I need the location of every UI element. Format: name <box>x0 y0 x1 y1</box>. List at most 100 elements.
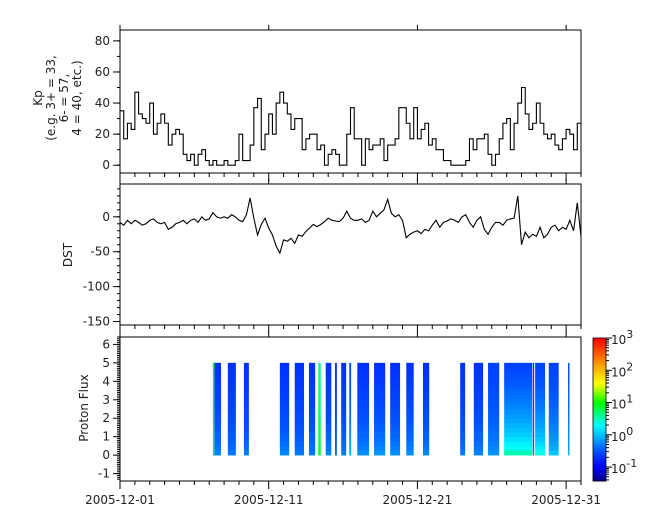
flux-cell <box>390 445 401 451</box>
flux-cell <box>548 422 559 428</box>
flux-cell <box>279 385 290 391</box>
flux-cell <box>504 409 533 414</box>
colorbar-segment <box>593 347 606 351</box>
flux-cell <box>294 418 305 424</box>
colorbar-segment <box>593 373 606 377</box>
flux-cell <box>548 399 559 405</box>
colorbar-tick-label: 103 <box>611 328 633 347</box>
flux-cell <box>325 390 332 396</box>
flux-cell <box>357 381 370 387</box>
flux-column <box>357 362 370 456</box>
flux-cell <box>390 404 401 410</box>
flux-cell <box>349 413 352 419</box>
flux-cell <box>243 427 249 433</box>
flux-cell <box>488 376 500 382</box>
flux-cell <box>243 436 249 442</box>
colorbar-segment <box>593 453 606 456</box>
flux-cell <box>212 399 221 405</box>
flux-cell <box>212 445 221 451</box>
flux-cell <box>504 372 533 377</box>
flux-cell <box>325 395 332 401</box>
kp-axis-label-line: 6- = 57, <box>57 74 71 123</box>
colorbar-segment <box>593 473 606 476</box>
flux-cell <box>567 413 570 419</box>
colorbar-tick-exponent: 3 <box>626 328 633 341</box>
flux-cell <box>473 418 484 424</box>
colorbar-tick-label: 10-1 <box>611 457 637 476</box>
flux-cell <box>349 450 352 456</box>
colorbar-segment <box>593 399 606 402</box>
flux-cell <box>294 413 305 419</box>
flux-column <box>504 362 533 456</box>
flux-cell <box>357 367 370 373</box>
flux-cell <box>535 385 546 391</box>
y-tick-label: 1 <box>102 430 110 444</box>
flux-cell <box>532 399 535 405</box>
flux-cell <box>504 450 533 456</box>
flux-cell <box>532 450 535 456</box>
flux-cell <box>390 422 401 428</box>
flux-cell <box>504 441 533 447</box>
flux-cell <box>406 436 414 442</box>
flux-cell <box>308 385 316 391</box>
flux-cell <box>335 404 337 410</box>
flux-cell <box>279 418 290 424</box>
flux-cell <box>548 445 559 451</box>
flux-cell <box>227 422 236 428</box>
flux-cell <box>422 399 430 405</box>
flux-cell <box>341 409 347 414</box>
flux-cell <box>473 395 484 401</box>
flux-cell <box>243 432 249 437</box>
flux-cell <box>325 381 332 387</box>
colorbar-tick-exponent: -1 <box>626 457 637 470</box>
flux-cell <box>567 381 570 387</box>
flux-column <box>390 362 401 456</box>
flux-cell <box>422 381 430 387</box>
flux-cell <box>548 450 559 456</box>
flux-cell <box>374 436 386 442</box>
flux-cell <box>535 372 546 377</box>
colorbar-segment <box>593 369 606 373</box>
colorbar-segment <box>593 479 606 482</box>
flux-cell <box>349 409 352 414</box>
flux-cell <box>212 450 221 456</box>
flux-cell <box>279 450 290 456</box>
flux-cell <box>374 390 386 396</box>
colorbar-segment <box>593 405 606 408</box>
flux-cell <box>357 441 370 447</box>
flux-column <box>294 362 305 456</box>
flux-cell <box>460 427 466 433</box>
flux-cell <box>335 422 337 428</box>
colorbar-segment <box>593 377 606 381</box>
flux-column <box>212 362 221 456</box>
flux-cell <box>567 432 570 437</box>
flux-cell <box>335 450 337 456</box>
flux-cell <box>318 422 321 428</box>
flux-cell <box>357 362 370 368</box>
flux-cell <box>504 395 533 401</box>
flux-cell <box>567 450 570 456</box>
flux-cell <box>406 432 414 437</box>
flux-cell <box>488 445 500 451</box>
flux-cell <box>532 404 535 410</box>
colorbar-segment <box>593 355 606 359</box>
colorbar-segment <box>593 459 606 462</box>
colorbar-segment <box>593 343 606 347</box>
flux-cell <box>406 362 414 368</box>
flux-cell <box>504 404 533 410</box>
flux-cell <box>374 432 386 437</box>
flux-cell <box>212 422 221 428</box>
flux-column <box>460 362 466 456</box>
flux-cell <box>243 390 249 396</box>
flux-cell <box>335 432 337 437</box>
flux-cell <box>473 432 484 437</box>
flux-cell <box>535 432 546 437</box>
flux-cell <box>349 399 352 405</box>
colorbar-segment <box>593 365 606 369</box>
flux-cell <box>318 445 321 451</box>
flux-cell <box>227 395 236 401</box>
flux-column <box>488 362 500 456</box>
flux-cell <box>294 381 305 387</box>
flux-cell <box>422 413 430 419</box>
